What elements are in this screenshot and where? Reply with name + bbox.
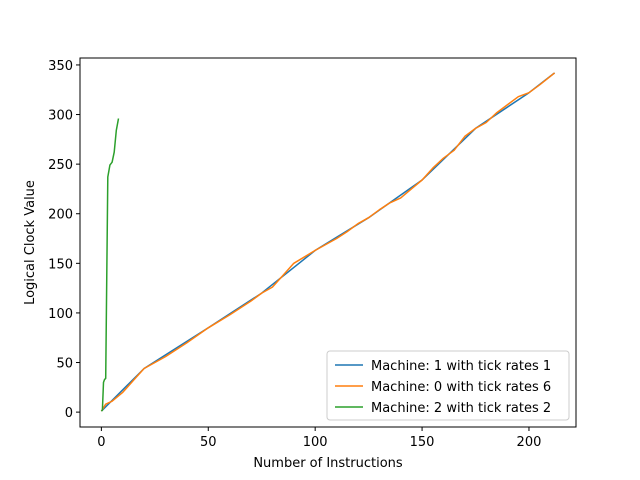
x-axis-label: Number of Instructions: [253, 456, 403, 471]
x-tick-label: 150: [410, 435, 435, 450]
y-tick-label: 250: [48, 158, 73, 173]
series-line-1: [100, 72, 556, 412]
legend-box: [326, 350, 570, 421]
plot-area-frame: [79, 57, 577, 428]
y-axis-label: Logical Clock Value: [23, 180, 38, 305]
y-tick-label: 200: [48, 208, 73, 223]
legend: Machine: 1 with tick rates 1 Machine: 0 w…: [326, 350, 570, 421]
y-tick-label: 150: [48, 257, 73, 272]
legend-label: Machine: 1 with tick rates 1: [371, 359, 551, 374]
y-axis-ticks: 0 50 100 150 200 250 300 350: [48, 59, 80, 421]
x-tick-label: 100: [303, 435, 328, 450]
series-layer: [100, 72, 556, 412]
series-line-2: [100, 118, 120, 412]
x-tick-label: 200: [517, 435, 542, 450]
legend-label: Machine: 2 with tick rates 2: [371, 401, 551, 416]
x-tick-label: 0: [97, 435, 105, 450]
y-tick-label: 0: [65, 406, 73, 421]
x-axis-ticks: 0 50 100 150 200: [97, 427, 541, 450]
legend-label: Machine: 0 with tick rates 6: [371, 380, 551, 395]
y-tick-label: 350: [48, 59, 73, 74]
y-tick-label: 100: [48, 307, 73, 322]
y-tick-label: 300: [48, 109, 73, 124]
y-tick-label: 50: [56, 357, 73, 372]
series-line-0: [100, 72, 556, 412]
x-tick-label: 50: [200, 435, 217, 450]
